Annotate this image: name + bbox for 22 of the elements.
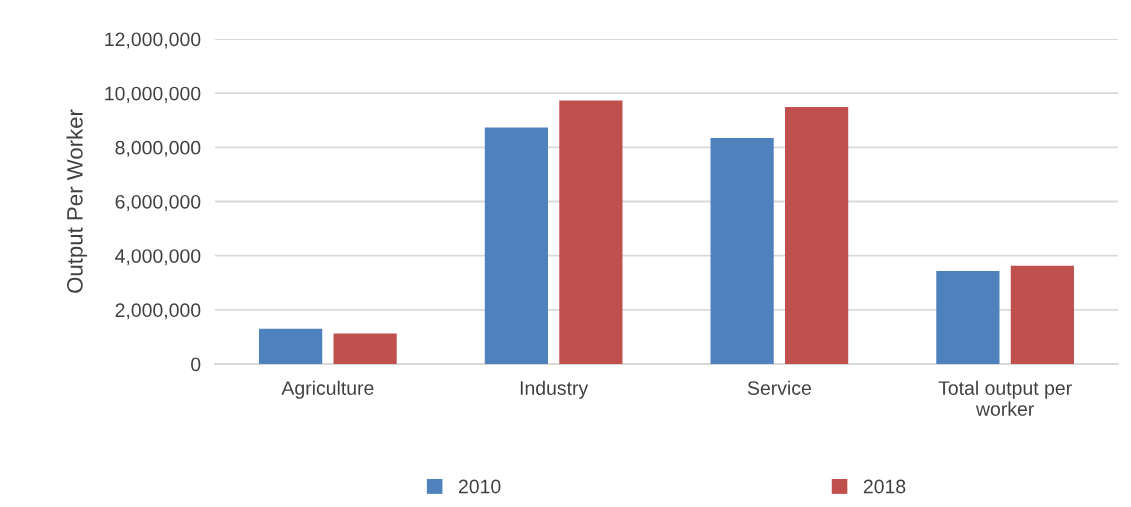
bar	[1010, 265, 1074, 364]
bar	[559, 100, 623, 364]
x-tick-label: Agriculture	[281, 380, 374, 399]
bar	[259, 328, 323, 364]
y-tick-label: 4,000,000	[115, 249, 201, 266]
y-tick-label: 8,000,000	[115, 140, 201, 157]
y-tick-label: 0	[191, 357, 201, 372]
legend-label: 2018	[863, 479, 906, 494]
y-tick-label: 10,000,000	[105, 86, 201, 103]
y-tick-label: 12,000,000	[105, 32, 201, 49]
bar	[936, 271, 1000, 364]
legend-label: 2010	[458, 479, 501, 494]
y-axis-title: Output Per Worker	[66, 109, 88, 293]
x-tick-label: Service	[747, 380, 811, 395]
bar	[710, 138, 774, 364]
x-tick-label: Industry	[520, 380, 589, 399]
y-tick-label: 6,000,000	[115, 194, 201, 212]
bar	[333, 333, 397, 364]
x-tick-label: Total output per worker	[938, 380, 1072, 416]
bar	[484, 127, 548, 364]
bar	[785, 106, 849, 364]
y-tick-label: 2,000,000	[115, 303, 201, 320]
